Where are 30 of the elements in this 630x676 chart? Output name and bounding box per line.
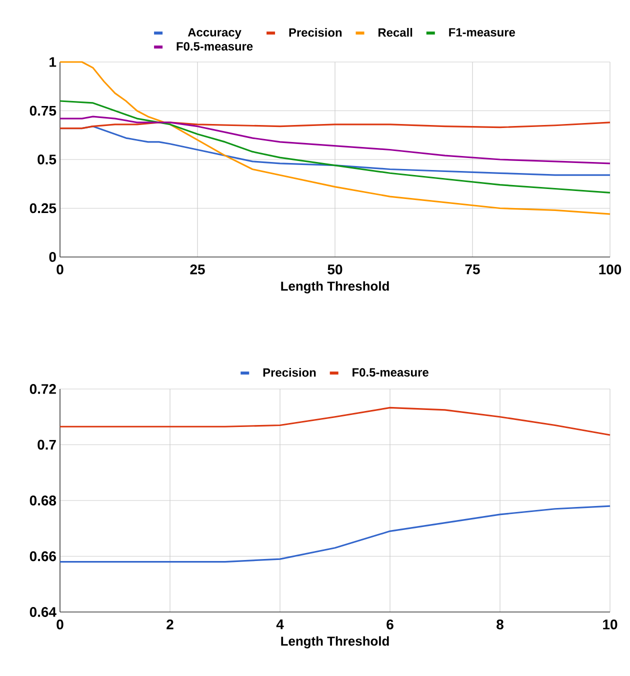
x-tick-label: 0 bbox=[56, 619, 64, 630]
x-tick-label: 6 bbox=[386, 619, 394, 630]
x-tick-label: 100 bbox=[599, 264, 622, 274]
y-tick-label: 0.75 bbox=[30, 106, 56, 116]
x-axis-title: Length Threshold bbox=[281, 636, 389, 648]
legend-label: F0.5-measure bbox=[176, 42, 253, 51]
legend-label: Recall bbox=[378, 28, 412, 37]
x-tick-label: 4 bbox=[276, 620, 284, 630]
legend-label: Precision bbox=[289, 28, 342, 37]
x-tick-label: 2 bbox=[166, 619, 174, 630]
y-tick-label: 0.72 bbox=[30, 384, 56, 394]
x-tick-label: 25 bbox=[190, 264, 205, 274]
x-tick-label: 50 bbox=[328, 264, 342, 274]
legend-label: F0.5-measure bbox=[352, 368, 428, 377]
legend-label: F1-measure bbox=[449, 28, 516, 37]
x-tick-label: 75 bbox=[465, 264, 480, 274]
x-tick-label: 8 bbox=[496, 619, 504, 630]
y-tick-label: 0.7 bbox=[38, 440, 56, 450]
legend-label: Accuracy bbox=[188, 28, 242, 39]
x-tick-label: 0 bbox=[56, 264, 64, 274]
legend-label: Precision bbox=[263, 368, 316, 377]
y-tick-label: 0.25 bbox=[30, 203, 56, 214]
x-axis-title: Length Threshold bbox=[281, 281, 389, 294]
y-tick-label: 0 bbox=[49, 252, 56, 262]
y-tick-label: 0.64 bbox=[30, 607, 56, 617]
y-tick-label: 1 bbox=[50, 57, 56, 67]
y-tick-label: 0.66 bbox=[30, 551, 56, 562]
y-tick-label: 0.5 bbox=[38, 154, 56, 164]
x-tick-label: 10 bbox=[603, 619, 618, 630]
y-tick-label: 0.68 bbox=[30, 496, 56, 506]
